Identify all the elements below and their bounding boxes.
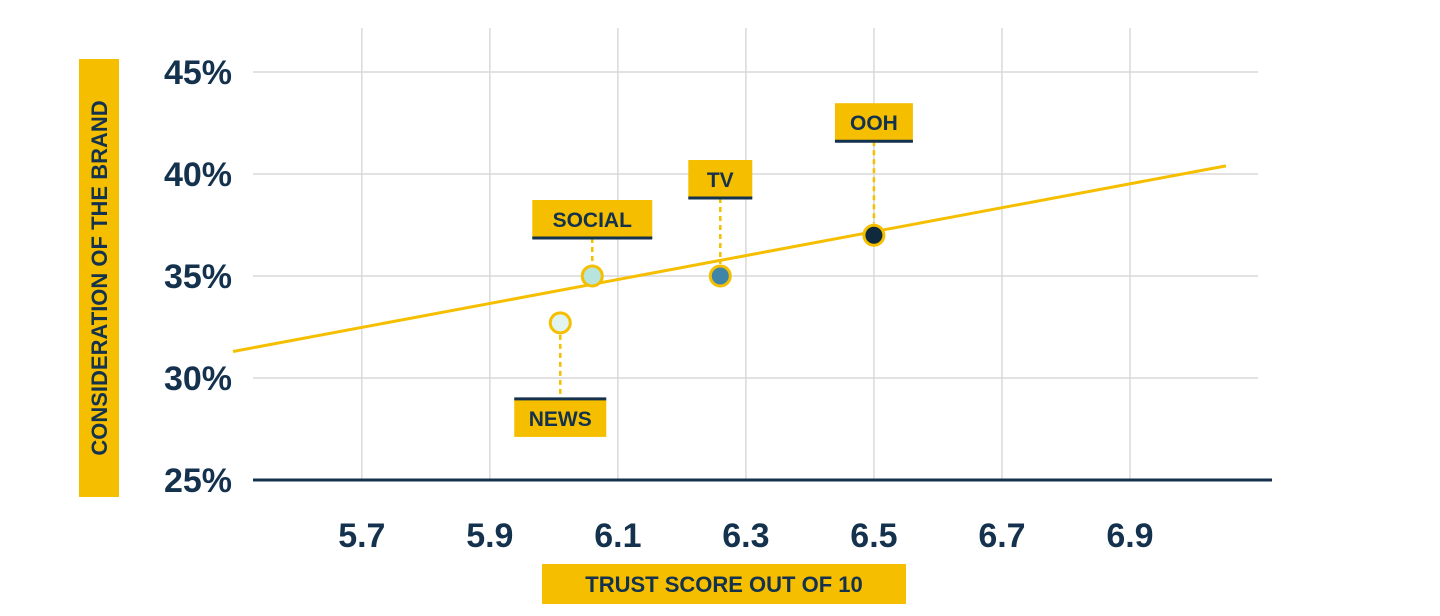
x-tick-label: 6.3 <box>722 517 769 555</box>
point-label-box-ooh <box>834 103 913 142</box>
y-axis-title-background <box>79 59 119 497</box>
data-point-news <box>548 311 572 335</box>
trendline <box>232 164 1227 353</box>
x-tick-label: 6.7 <box>978 517 1025 555</box>
point-label-layer: NEWS SOCIAL TV OOH <box>514 103 913 437</box>
y-tick-label: 45% <box>164 54 232 92</box>
y-tick-label: 25% <box>164 462 232 500</box>
point-layer <box>548 223 886 335</box>
data-point-tv <box>708 264 732 288</box>
leader-line-layer <box>559 141 876 399</box>
x-tick-label: 6.1 <box>594 517 641 555</box>
trendline-layer <box>232 164 1227 353</box>
point-label-social: SOCIAL <box>553 209 633 232</box>
y-axis-title-text: CONSIDERATION OF THE BRAND <box>87 100 112 455</box>
grid-layer <box>253 28 1258 480</box>
x-tick-label: 5.7 <box>338 517 385 555</box>
point-label-tv: TV <box>707 169 734 192</box>
x-axis-title-text: TRUST SCORE OUT OF 10 <box>585 572 862 597</box>
axis-layer: 5.7 5.9 6.1 6.3 6.5 6.7 6.9 25% 30% 35% 40% 45% <box>164 54 1272 555</box>
x-axis-title-background <box>542 564 906 604</box>
point-label-box-social <box>532 200 653 238</box>
point-label-news: NEWS <box>529 408 592 431</box>
data-point-ooh <box>862 223 886 247</box>
y-axis-title: CONSIDERATION OF THE BRAND <box>79 59 119 497</box>
data-point-social <box>580 264 604 288</box>
y-tick-label: 40% <box>164 156 232 194</box>
x-tick-label: 6.9 <box>1106 517 1153 555</box>
x-tick-label: 5.9 <box>466 517 513 555</box>
x-tick-label: 6.5 <box>850 517 897 555</box>
y-tick-label: 35% <box>164 258 232 296</box>
point-label-box-news <box>514 398 607 437</box>
x-axis-title: TRUST SCORE OUT OF 10 <box>542 564 906 604</box>
y-tick-label: 30% <box>164 360 232 398</box>
point-label-ooh: OOH <box>850 112 898 135</box>
point-label-box-tv <box>688 160 753 198</box>
